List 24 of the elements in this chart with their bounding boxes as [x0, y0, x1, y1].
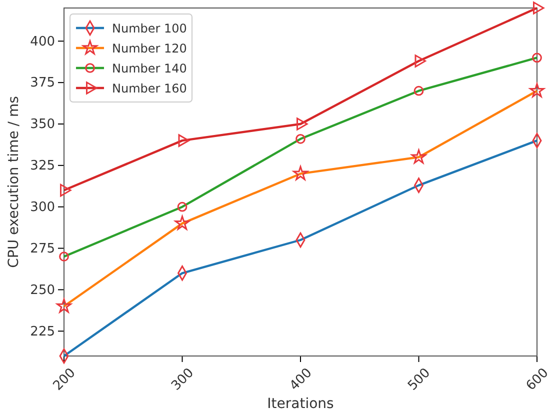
y-tick-label: 275: [30, 241, 55, 256]
x-tick-label: 400: [287, 366, 316, 394]
x-tick-label: 600: [524, 366, 552, 394]
y-axis-title: CPU execution time / ms: [6, 96, 22, 268]
y-tick-label: 400: [30, 34, 55, 50]
y-tick-label: 375: [30, 76, 55, 91]
x-tick-label: 500: [405, 366, 434, 394]
point: [414, 54, 426, 68]
y-tick-label: 225: [30, 324, 55, 340]
legend-label: Number 100: [112, 22, 187, 36]
point: [296, 118, 308, 130]
legend-label: Number 120: [112, 42, 187, 56]
legend-label: Number 140: [112, 62, 187, 76]
point: [60, 184, 72, 197]
legend-label: Number 160: [112, 82, 187, 96]
point: [178, 134, 190, 147]
y-tick-label: 300: [30, 200, 55, 216]
y-tick-label: 350: [30, 117, 55, 132]
point: [532, 2, 544, 14]
x-tick-label: 300: [168, 366, 197, 394]
y-tick-label: 325: [30, 158, 55, 174]
y-tick-label: 250: [30, 282, 55, 298]
x-axis-title: Iterations: [267, 396, 334, 412]
x-tick-label: 200: [50, 366, 79, 394]
